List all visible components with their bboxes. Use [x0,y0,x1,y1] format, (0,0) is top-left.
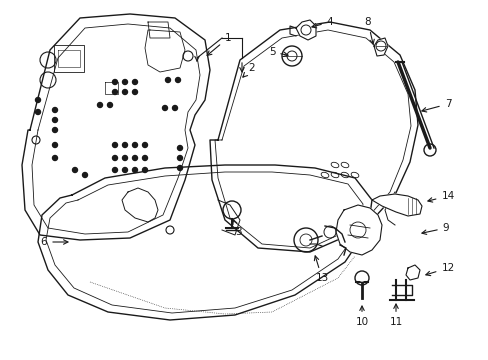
Circle shape [132,90,137,94]
Text: 13: 13 [314,256,328,283]
Text: 14: 14 [427,191,454,202]
Polygon shape [405,265,419,280]
Circle shape [122,156,127,161]
Circle shape [107,103,112,108]
Circle shape [97,103,102,108]
Circle shape [52,108,58,112]
Circle shape [142,167,147,172]
Circle shape [132,143,137,148]
Text: 12: 12 [425,263,454,276]
Text: 9: 9 [421,223,448,234]
Circle shape [175,77,180,82]
Circle shape [52,127,58,132]
Circle shape [177,145,182,150]
Circle shape [358,275,364,281]
Circle shape [132,80,137,85]
Circle shape [112,156,117,161]
Circle shape [122,167,127,172]
Circle shape [132,167,137,172]
Circle shape [162,105,167,111]
Circle shape [122,80,127,85]
Circle shape [112,90,117,94]
Text: 1: 1 [206,33,231,55]
Circle shape [52,143,58,148]
Circle shape [177,166,182,171]
Text: 6: 6 [41,237,68,247]
Circle shape [36,109,41,114]
Circle shape [112,80,117,85]
Circle shape [142,143,147,148]
Circle shape [36,98,41,103]
Polygon shape [373,38,387,56]
Circle shape [122,143,127,148]
Circle shape [52,117,58,122]
Polygon shape [295,20,315,40]
Polygon shape [335,205,381,255]
Circle shape [112,167,117,172]
Polygon shape [371,194,421,216]
Circle shape [142,156,147,161]
Text: 4: 4 [311,17,333,28]
Circle shape [172,105,177,111]
Circle shape [52,156,58,161]
Circle shape [112,143,117,148]
Text: 7: 7 [421,99,450,112]
Text: 2: 2 [243,63,255,77]
Text: 3: 3 [232,220,241,237]
Circle shape [82,172,87,177]
Text: 10: 10 [355,306,368,327]
Circle shape [122,90,127,94]
Circle shape [177,156,182,161]
Circle shape [72,167,77,172]
Circle shape [132,156,137,161]
Text: 11: 11 [388,304,402,327]
Text: 5: 5 [268,47,287,57]
Circle shape [165,77,170,82]
Text: 8: 8 [364,17,373,44]
